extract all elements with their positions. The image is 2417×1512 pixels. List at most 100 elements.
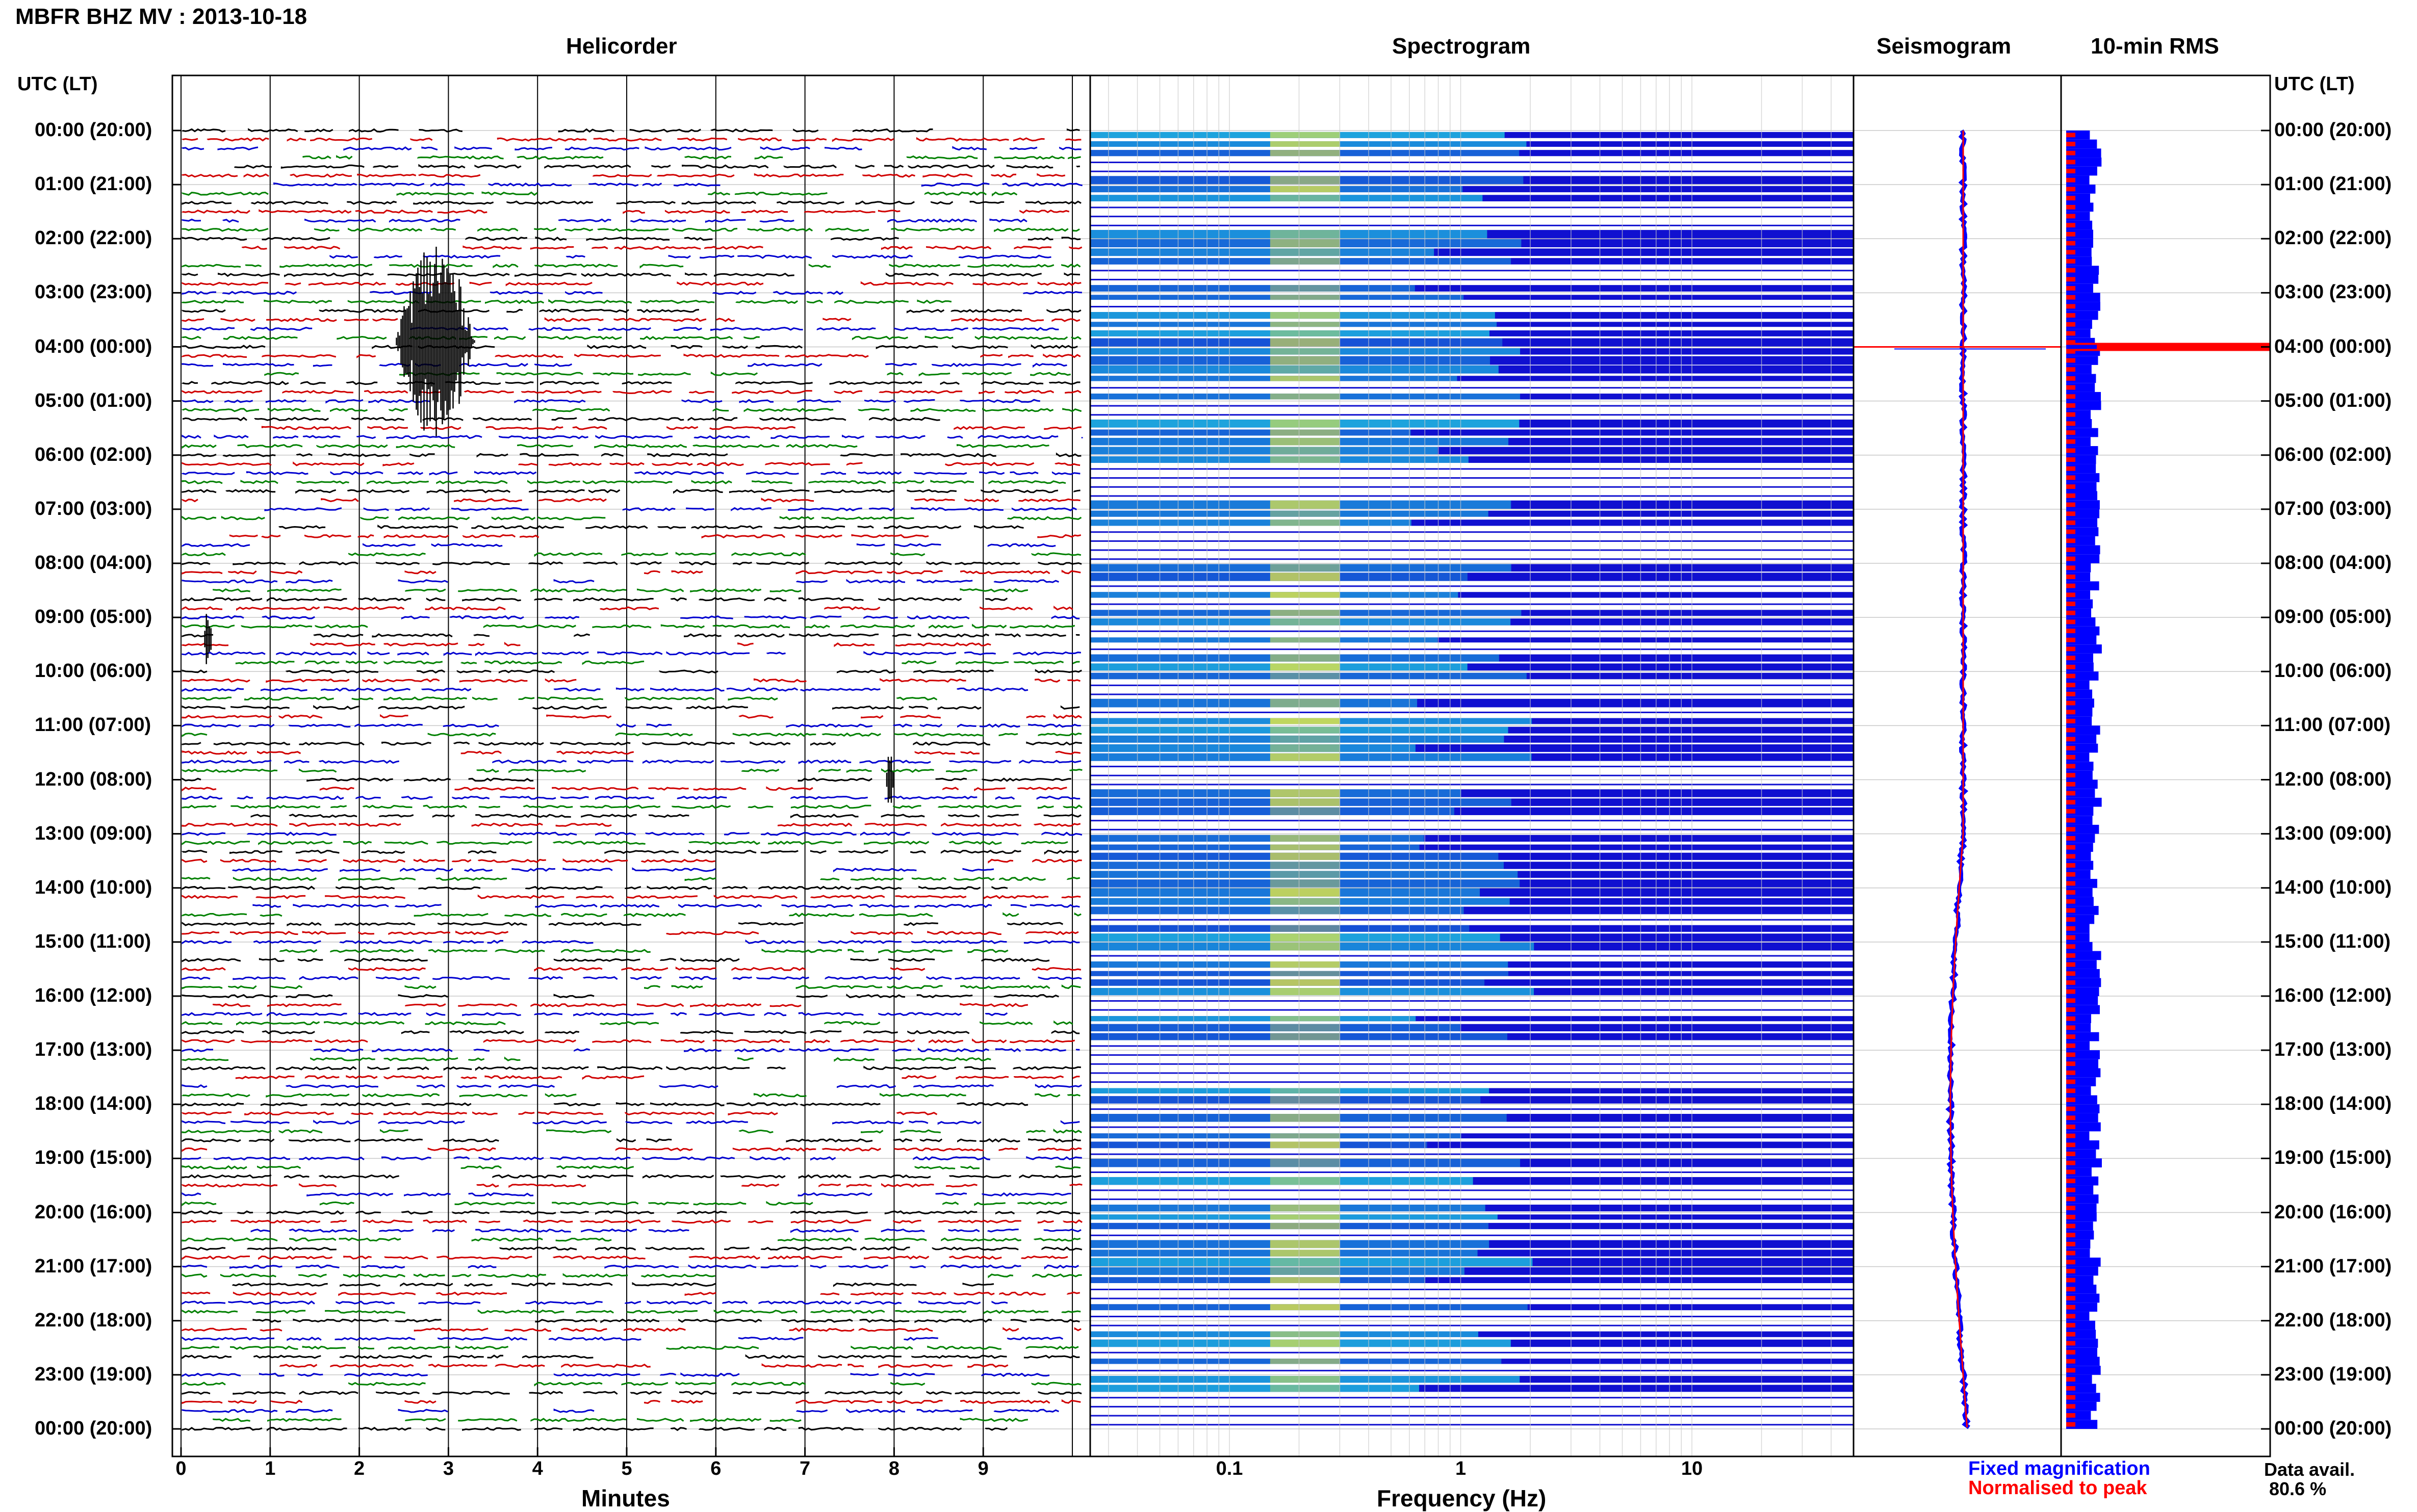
spectrogram-row-peak	[1270, 744, 1340, 752]
helicorder-trace	[182, 1354, 1080, 1360]
helicorder-trace	[182, 1038, 1075, 1044]
spectrogram-row-peak	[1270, 718, 1340, 724]
rms-normalised-bar	[2066, 863, 2075, 868]
rms-normalised-bar	[2066, 529, 2075, 534]
rms-normalised-bar	[2066, 1196, 2075, 1202]
spectrogram-row-peak	[1270, 925, 1340, 932]
seismogram-fixed-trace	[1945, 129, 1971, 1429]
rms-normalised-bar	[2066, 719, 2075, 723]
rms-normalised-bar	[2066, 439, 2075, 444]
helicorder-trace	[182, 543, 1056, 548]
rms-normalised-bar	[2066, 1187, 2075, 1192]
spectrogram-row-peak	[1270, 807, 1340, 815]
helicorder-trace	[250, 1228, 1082, 1233]
helicorder-trace	[182, 471, 1081, 476]
helicorder-trace	[182, 1219, 1083, 1224]
helicorder-trace	[182, 353, 1081, 358]
spectrogram-row-peak	[1270, 971, 1340, 976]
spectrogram-row-peak	[1270, 1277, 1340, 1283]
helicorder-trace	[182, 399, 1040, 404]
spectrogram-row	[1090, 672, 1854, 680]
rms-normalised-bar	[2066, 187, 2075, 192]
helicorder-trace	[182, 705, 1080, 710]
helicorder-trace	[182, 768, 1083, 773]
helicorder-trace	[182, 317, 1081, 322]
helicorder-trace	[182, 1174, 1082, 1179]
hour-label-left: 18:00 (14:00)	[35, 1093, 152, 1115]
spectrogram-row-lowfreq	[1090, 637, 1438, 643]
helicorder-trace	[182, 191, 1018, 197]
hour-label-left: 21:00 (17:00)	[35, 1255, 152, 1277]
spectrogram-row-peak	[1270, 1088, 1340, 1093]
helicorder-trace	[213, 1003, 1028, 1007]
helicorder-trace	[182, 561, 1082, 566]
rms-normalised-bar	[2066, 1097, 2075, 1102]
spectrogram-row-peak	[1270, 572, 1340, 581]
helicorder-trace	[182, 579, 1059, 584]
helicorder-tick-label: 9	[978, 1458, 989, 1479]
spectrogram-row	[1090, 971, 1854, 976]
rms-normalised-bar	[2066, 881, 2075, 886]
helicorder-trace	[182, 1336, 1064, 1341]
spectrogram-row-lowfreq	[1090, 330, 1489, 336]
rms-normalised-bar	[2066, 854, 2075, 859]
helicorder-trace	[213, 588, 1028, 593]
spectrogram-row-peak	[1270, 500, 1340, 509]
rms-normalised-bar	[2066, 602, 2075, 607]
rms-normalised-bar	[2066, 1350, 2075, 1355]
helicorder-trace	[235, 660, 1080, 665]
spectrogram-row-peak	[1270, 150, 1340, 157]
rms-normalised-bar	[2066, 953, 2075, 958]
spectrogram-row-peak	[1270, 698, 1340, 708]
helicorder-trace	[182, 894, 1081, 900]
helicorder-trace	[182, 1399, 1081, 1404]
spectrogram-row	[1090, 630, 1854, 632]
rms-normalised-bar	[2066, 1133, 2075, 1138]
rms-normalised-bar	[2066, 1052, 2075, 1057]
spectrogram-row	[1090, 1159, 1854, 1167]
helicorder-trace	[182, 1165, 1081, 1170]
helicorder-trace	[182, 1264, 1079, 1270]
rms-normalised-bar	[2066, 737, 2075, 742]
rms-normalised-bar	[2066, 1007, 2075, 1012]
helicorder-trace	[182, 1102, 1028, 1107]
helicorder-trace	[279, 1363, 1009, 1368]
rms-normalised-bar	[2066, 746, 2075, 751]
helicorder-trace	[182, 1119, 1080, 1125]
spectrogram-row-peak	[1270, 1359, 1340, 1364]
spectrogram-row	[1090, 540, 1854, 542]
helicorder-trace	[182, 416, 940, 422]
rms-normalised-bar	[2066, 1341, 2075, 1346]
rms-normalised-bar	[2066, 872, 2075, 877]
spectrogram-row-peak	[1270, 610, 1340, 616]
hour-label-left: 14:00 (10:00)	[35, 876, 152, 898]
rms-normalised-bar	[2066, 935, 2075, 940]
hour-label-right: 20:00 (16:00)	[2274, 1201, 2392, 1223]
hour-label-right: 04:00 (00:00)	[2274, 335, 2392, 357]
rms-normalised-bar	[2066, 980, 2075, 985]
spectrogram-row	[1090, 1153, 1854, 1155]
rms-normalised-bar	[2066, 1314, 2075, 1319]
helicorder-trace	[182, 1426, 1008, 1431]
rms-normalised-bar	[2066, 646, 2075, 651]
rms-normalised-bar	[2066, 259, 2075, 264]
rms-normalised-bar	[2066, 637, 2075, 642]
spectrogram-row	[1090, 1324, 1854, 1326]
helicorder-trace	[182, 1201, 1067, 1207]
helicorder-trace	[182, 1092, 1081, 1098]
spectrogram-row	[1090, 1359, 1854, 1364]
hour-label-left: 12:00 (08:00)	[35, 768, 152, 790]
rms-normalised-bar	[2066, 800, 2075, 805]
rms-normalised-bar	[2066, 394, 2075, 399]
rms-normalised-bar	[2066, 845, 2075, 850]
helicorder-trace	[182, 1210, 1081, 1215]
hour-label-right: 23:00 (19:00)	[2274, 1363, 2392, 1385]
hour-label-left: 23:00 (19:00)	[35, 1363, 152, 1385]
spectrogram-row-peak	[1270, 1033, 1340, 1040]
spectrogram-row-peak	[1270, 933, 1340, 942]
helicorder-trace	[182, 669, 1082, 674]
station-title: MBFR BHZ MV : 2013-10-18	[15, 4, 307, 29]
hour-label-left: 02:00 (22:00)	[35, 227, 152, 249]
spectrogram-row-lowfreq	[1090, 365, 1499, 374]
spectrogram-row	[1090, 1351, 1854, 1353]
